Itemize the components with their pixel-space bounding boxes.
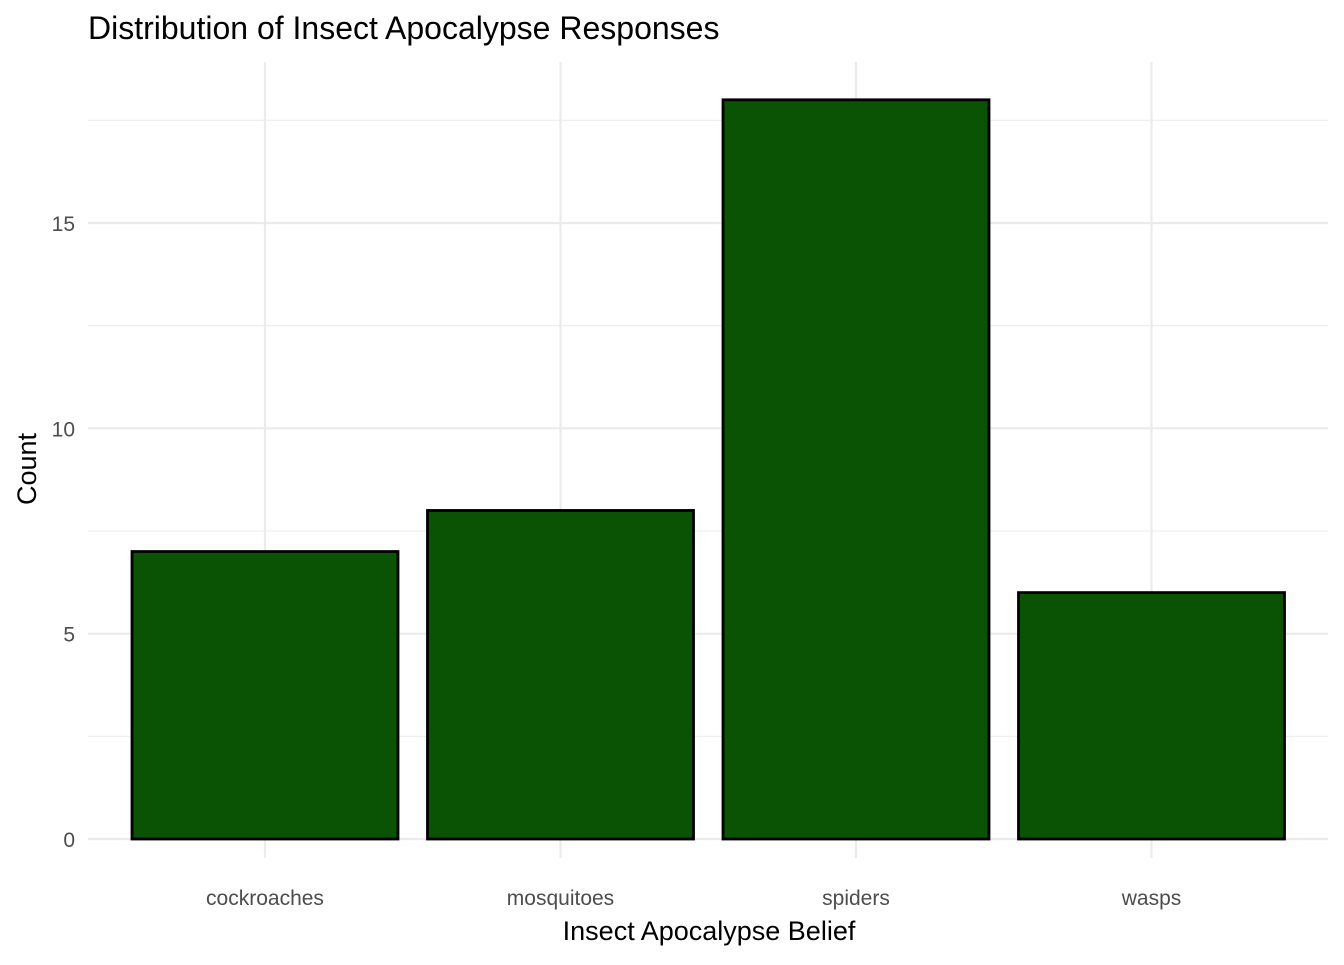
y-axis-ticks: 0 5 10 15: [52, 213, 75, 852]
chart-title: Distribution of Insect Apocalypse Respon…: [88, 10, 719, 46]
y-tick-label: 10: [52, 418, 75, 441]
bar-spiders: [721, 98, 991, 841]
x-tick-label: spiders: [822, 887, 890, 910]
bar-cockroaches: [130, 550, 400, 841]
bar-wasps: [1017, 591, 1286, 841]
x-tick-label: wasps: [1121, 887, 1182, 910]
y-tick-label: 0: [63, 829, 75, 852]
bar-mosquitoes: [426, 509, 695, 841]
y-axis-title: Count: [12, 432, 42, 505]
x-tick-label: cockroaches: [206, 887, 324, 910]
bars: [130, 98, 1286, 841]
y-tick-label: 15: [52, 213, 75, 236]
x-axis-title: Insect Apocalypse Belief: [563, 916, 856, 946]
y-tick-label: 5: [63, 624, 75, 647]
x-axis-ticks: cockroaches mosquitoes spiders wasps: [206, 887, 1181, 910]
x-tick-label: mosquitoes: [507, 887, 614, 910]
